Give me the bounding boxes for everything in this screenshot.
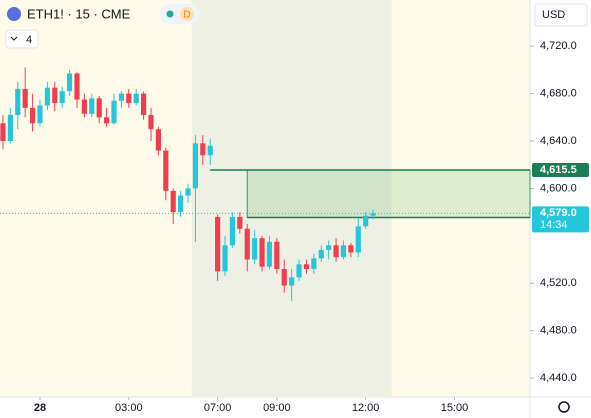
price-label-bg (532, 163, 589, 178)
candle-body (170, 190, 176, 213)
currency-select[interactable] (534, 3, 588, 27)
candle-body (289, 277, 295, 286)
candle-body (15, 88, 21, 115)
candle-body (163, 150, 169, 191)
countdown: 14:34 (540, 219, 568, 231)
market-status-dot (166, 10, 174, 18)
session-shade (191, 0, 392, 397)
candle-body (52, 87, 58, 104)
candle-body (303, 264, 310, 270)
candle-body (370, 213, 376, 216)
candle-body (355, 226, 361, 253)
currency: USD (542, 9, 565, 21)
candle-body (126, 93, 132, 104)
delay-badge: D (183, 10, 190, 21)
y-tick-label: 4,520.0 (540, 277, 577, 289)
candle-body (118, 93, 124, 101)
candle-body (89, 98, 95, 114)
candle-body (296, 264, 302, 278)
candle-body (266, 241, 273, 267)
y-tick-label: 4,720.0 (540, 40, 577, 52)
candle-body (133, 93, 139, 104)
price-label: 4,579.0 (540, 207, 577, 219)
candle-body (318, 250, 324, 259)
symbol-icon[interactable] (7, 7, 21, 21)
indicator-toggle[interactable] (5, 29, 39, 49)
y-tick-label: 4,680.0 (540, 88, 577, 100)
candle-body (200, 143, 206, 156)
delay-badge-bg (180, 7, 194, 21)
candle-body (363, 215, 369, 227)
candle-body (274, 241, 280, 270)
candle-body (7, 114, 13, 142)
x-tick-label: 03:00 (115, 402, 143, 414)
x-tick-label: 15:00 (441, 402, 469, 414)
candle-body (222, 245, 228, 272)
candle-body (229, 216, 236, 246)
candle-body (141, 93, 147, 115)
candle-body (37, 105, 43, 124)
time-axis (0, 397, 530, 418)
candle-body (311, 258, 317, 270)
candle-body (44, 87, 50, 106)
y-tick-label: 4,640.0 (540, 135, 577, 147)
candle-body (29, 107, 36, 124)
candle-body (259, 238, 265, 267)
candle-body (252, 238, 258, 260)
candle-body (104, 117, 110, 124)
candle-body (215, 216, 221, 272)
candle-body (148, 114, 154, 130)
candle-body (207, 145, 213, 156)
candle-body (81, 99, 87, 114)
candle-body (192, 143, 199, 189)
x-tick-label: 12:00 (352, 402, 380, 414)
x-tick-label: 28 (34, 402, 46, 414)
x-tick-label: 09:00 (263, 402, 291, 414)
candle-body (59, 91, 65, 104)
candle-body (244, 228, 250, 260)
y-tick-label: 4,480.0 (540, 325, 577, 337)
candle-body (74, 73, 80, 100)
candle-body (237, 216, 243, 229)
price-label: 4,615.5 (540, 164, 577, 176)
candle-body (178, 195, 184, 213)
symbol-title[interactable]: ETH1! · 15 · CME (27, 6, 131, 21)
price-label-bg (532, 206, 589, 233)
candle-body (111, 100, 117, 124)
x-tick-label: 07:00 (204, 402, 232, 414)
candle-body (155, 129, 161, 151)
candle-body (96, 98, 102, 118)
y-tick-label: 4,440.0 (540, 372, 577, 384)
candle-body (348, 245, 354, 253)
indicator-count: 4 (26, 34, 32, 46)
candle-body (333, 245, 339, 258)
settings-icon[interactable] (558, 401, 570, 413)
chevron (10, 36, 18, 41)
y-tick-label: 4,600.0 (540, 182, 577, 194)
candle-body (66, 73, 73, 92)
candle-body (326, 245, 332, 251)
candle-body (185, 188, 191, 196)
candle-body (281, 269, 287, 286)
zone (246, 169, 531, 218)
candle-body (340, 245, 347, 258)
candle-body (22, 88, 28, 108)
candle-body (0, 123, 6, 142)
